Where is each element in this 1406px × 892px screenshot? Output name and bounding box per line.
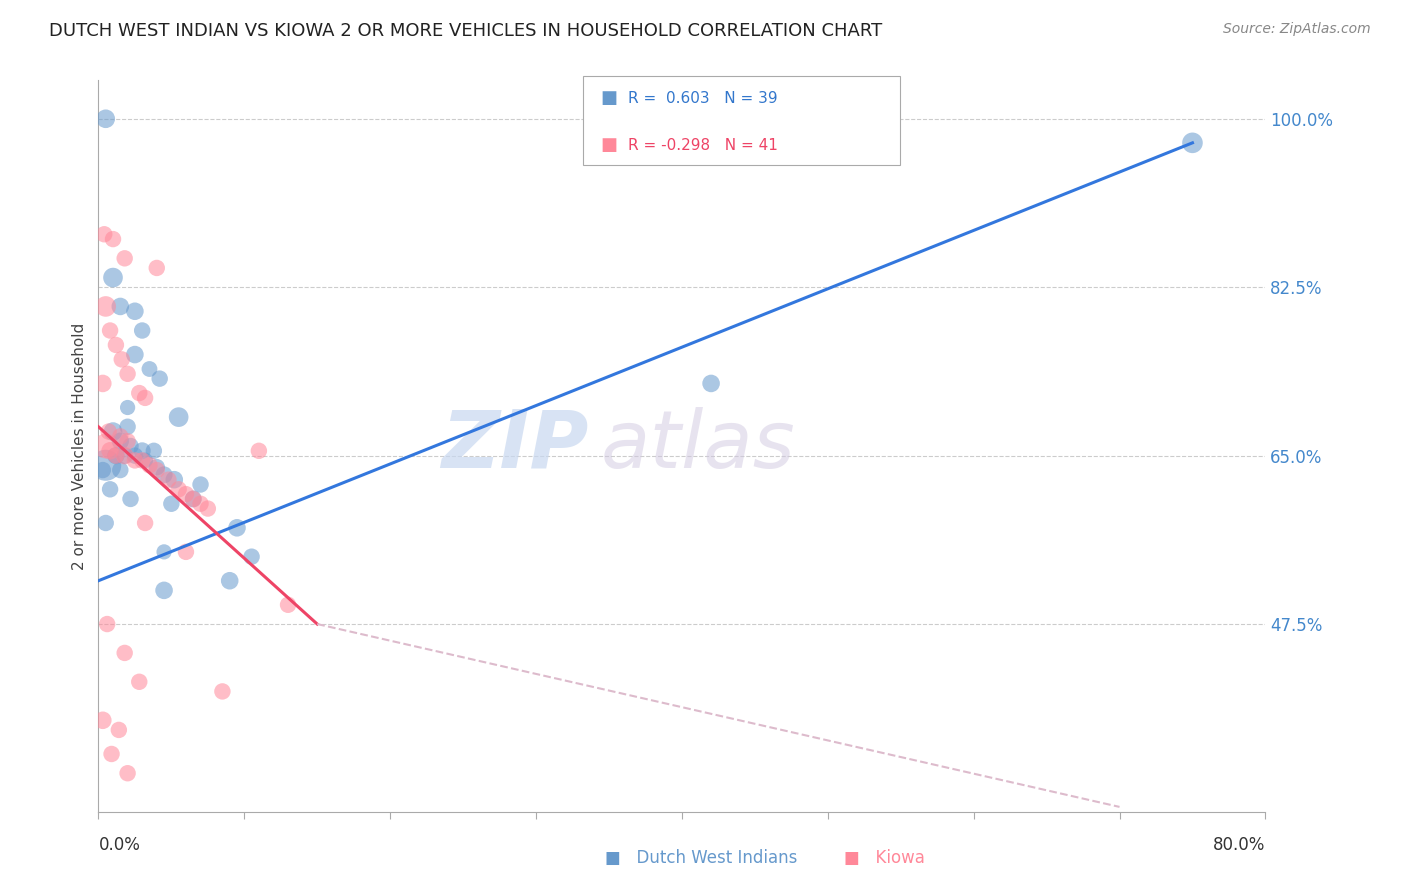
- Point: [277, 598, 299, 612]
- Text: DUTCH WEST INDIAN VS KIOWA 2 OR MORE VEHICLES IN HOUSEHOLD CORRELATION CHART: DUTCH WEST INDIAN VS KIOWA 2 OR MORE VEH…: [49, 22, 883, 40]
- Point: [247, 443, 270, 458]
- Point: [114, 449, 136, 463]
- Point: [117, 419, 139, 434]
- Point: [146, 463, 169, 477]
- Point: [120, 491, 142, 506]
- Point: [117, 766, 139, 780]
- Point: [117, 401, 139, 415]
- Point: [110, 463, 132, 477]
- Point: [124, 348, 146, 362]
- Text: 80.0%: 80.0%: [1213, 836, 1265, 854]
- Point: [94, 439, 117, 453]
- Point: [240, 549, 263, 564]
- Point: [91, 714, 114, 728]
- Point: [226, 521, 249, 535]
- Point: [98, 483, 121, 497]
- Point: [104, 449, 127, 463]
- Point: [160, 497, 183, 511]
- Point: [114, 252, 136, 266]
- Point: [700, 376, 723, 391]
- Point: [124, 304, 146, 318]
- Point: [110, 434, 132, 449]
- Point: [181, 491, 204, 506]
- Point: [128, 674, 150, 689]
- Point: [104, 338, 127, 352]
- Point: [111, 352, 134, 367]
- Point: [117, 434, 139, 449]
- Point: [146, 260, 169, 275]
- Point: [131, 453, 153, 467]
- Point: [98, 324, 121, 338]
- Text: ■   Dutch West Indians: ■ Dutch West Indians: [605, 849, 797, 867]
- Point: [134, 391, 156, 405]
- Point: [146, 460, 169, 475]
- Point: [114, 646, 136, 660]
- Point: [100, 747, 122, 761]
- Point: [98, 443, 121, 458]
- Point: [142, 443, 165, 458]
- Point: [153, 545, 176, 559]
- Point: [104, 449, 127, 463]
- Point: [138, 458, 160, 473]
- Text: ZIP: ZIP: [441, 407, 589, 485]
- Point: [120, 439, 142, 453]
- Text: atlas: atlas: [600, 407, 794, 485]
- Point: [153, 467, 176, 482]
- Point: [131, 443, 153, 458]
- Point: [190, 497, 212, 511]
- Point: [124, 453, 146, 467]
- Text: R = -0.298   N = 41: R = -0.298 N = 41: [628, 138, 779, 153]
- Point: [128, 386, 150, 401]
- Text: ■: ■: [600, 89, 617, 107]
- Point: [101, 425, 124, 439]
- Point: [167, 483, 190, 497]
- Text: ■: ■: [600, 136, 617, 154]
- Y-axis label: 2 or more Vehicles in Household: 2 or more Vehicles in Household: [72, 322, 87, 570]
- Point: [1181, 136, 1204, 150]
- Point: [94, 300, 117, 314]
- Point: [114, 449, 136, 463]
- Point: [101, 232, 124, 246]
- Point: [211, 684, 233, 698]
- Point: [149, 371, 172, 385]
- Point: [134, 453, 156, 467]
- Point: [91, 376, 114, 391]
- Point: [167, 410, 190, 425]
- Point: [108, 723, 131, 737]
- Point: [134, 516, 156, 530]
- Point: [93, 227, 115, 242]
- Point: [124, 449, 146, 463]
- Point: [157, 473, 180, 487]
- Point: [110, 429, 132, 443]
- Text: Source: ZipAtlas.com: Source: ZipAtlas.com: [1223, 22, 1371, 37]
- Point: [131, 324, 153, 338]
- Point: [174, 545, 197, 559]
- Point: [138, 362, 160, 376]
- Point: [96, 617, 118, 632]
- Point: [190, 477, 212, 491]
- Point: [153, 583, 176, 598]
- Point: [110, 300, 132, 314]
- Point: [197, 501, 219, 516]
- Point: [94, 112, 117, 126]
- Point: [94, 516, 117, 530]
- Point: [174, 487, 197, 501]
- Point: [218, 574, 240, 588]
- Point: [91, 463, 114, 477]
- Point: [97, 425, 120, 439]
- Point: [94, 458, 117, 473]
- Point: [101, 270, 124, 285]
- Text: ■   Kiowa: ■ Kiowa: [844, 849, 925, 867]
- Point: [181, 491, 204, 506]
- Point: [163, 473, 186, 487]
- Text: 0.0%: 0.0%: [98, 836, 141, 854]
- Point: [117, 367, 139, 381]
- Text: R =  0.603   N = 39: R = 0.603 N = 39: [628, 91, 778, 105]
